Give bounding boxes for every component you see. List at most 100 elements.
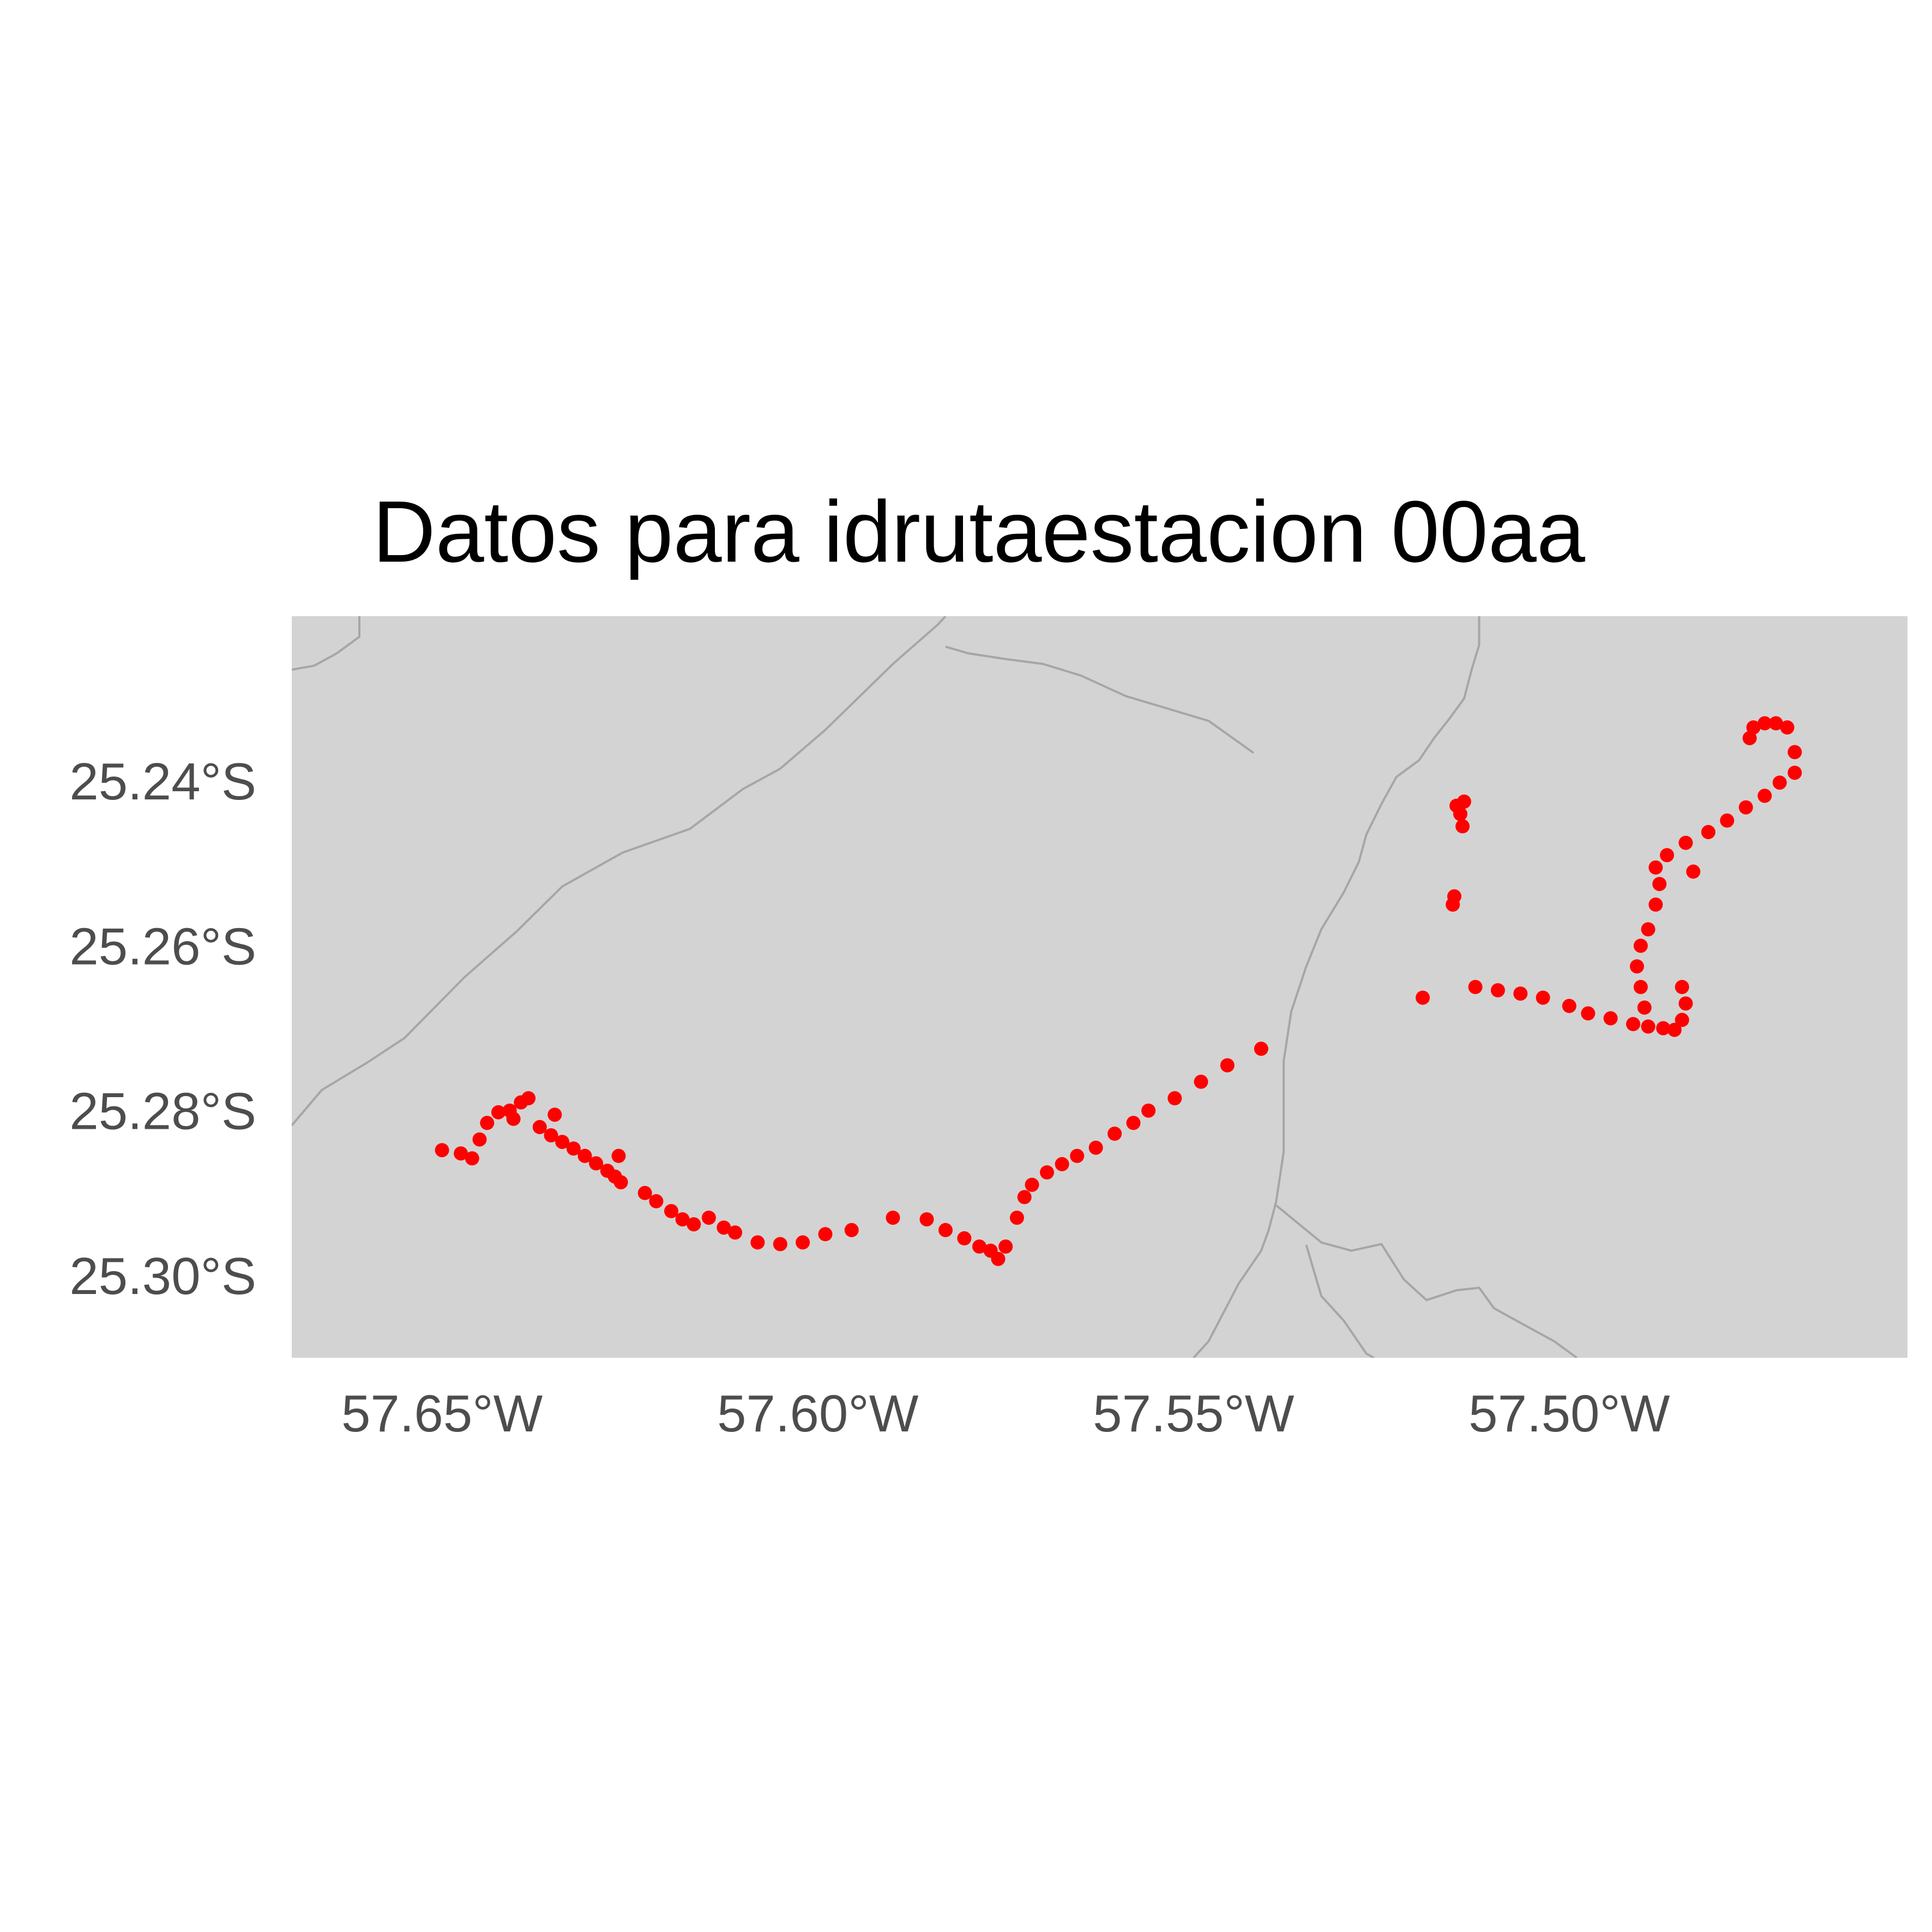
route-point [1746,720,1761,735]
boundary-line [292,616,947,1127]
route-point [1070,1148,1085,1163]
route-point [1787,766,1802,780]
route-point [589,1156,604,1171]
route-point [1490,983,1505,997]
route-point [818,1227,833,1242]
x-axis-tick-labels: 57.65°W 57.60°W 57.55°W 57.50°W [341,1385,1670,1443]
route-point [1656,1021,1671,1036]
route-point [544,1128,558,1142]
route-point [957,1231,972,1245]
route-point [1678,835,1693,850]
route-point [1455,819,1470,834]
route-point [1637,1000,1652,1015]
route-point [1641,922,1656,937]
route-point [480,1116,495,1130]
boundary-line [1193,616,1480,1358]
route-point [1040,1165,1054,1179]
route-point [465,1151,479,1166]
route-point [491,1105,505,1120]
route-point [1562,998,1576,1013]
route-point [1581,1006,1596,1021]
route-point [1633,980,1648,994]
route-point [1141,1103,1156,1118]
route-point [1701,824,1716,839]
route-point [796,1235,810,1250]
boundary-line [945,645,1255,754]
route-point [991,1251,1006,1266]
route-point [998,1239,1013,1254]
route-point [1660,848,1674,863]
route-point [613,1175,628,1190]
route-point [1772,775,1787,790]
y-tick-label: 25.26°S [69,917,256,976]
route-point [521,1091,536,1105]
route-point [1738,800,1753,815]
route-point [1780,720,1795,735]
route-point [1648,860,1663,875]
route-point [844,1223,859,1237]
route-point [938,1223,953,1237]
route-point [547,1108,562,1122]
route-point [1633,938,1648,953]
route-point [1449,798,1464,813]
route-point [506,1111,521,1126]
route-point [1629,959,1644,974]
route-point [1641,1019,1656,1034]
route-point [577,1148,592,1163]
route-point [675,1212,690,1227]
route-point [1720,813,1735,828]
boundary-line [1275,1204,1578,1358]
route-point [664,1204,678,1218]
route-point [1025,1177,1039,1192]
x-tick-label: 57.60°W [717,1385,919,1443]
route-point [532,1120,547,1134]
boundary-lines [292,616,1578,1358]
route-point [1675,980,1689,994]
route-point [773,1237,787,1251]
boundary-line [292,616,360,671]
y-axis-tick-labels: 25.24°S 25.26°S 25.28°S 25.30°S [69,753,256,1305]
route-point [919,1212,934,1227]
route-point [1254,1042,1268,1056]
route-point [1447,889,1461,904]
route-point [472,1132,487,1147]
route-point [1009,1211,1024,1225]
route-point [1603,1011,1618,1026]
y-tick-label: 25.28°S [69,1082,256,1141]
route-point [1055,1157,1069,1171]
route-point [1758,716,1772,731]
route-point [1742,731,1757,745]
route-point [1017,1190,1032,1205]
route-point [1194,1074,1208,1089]
route-point [728,1225,743,1240]
map-panel-background [292,616,1907,1358]
route-point [454,1146,468,1161]
route-point [1678,996,1693,1011]
route-point [435,1143,449,1158]
route-point [1652,877,1667,892]
route-point [687,1217,701,1232]
route-point [717,1220,731,1235]
route-point [1126,1116,1141,1130]
route-point [1686,864,1701,879]
route-point [637,1185,652,1200]
x-tick-label: 57.55°W [1093,1385,1295,1443]
route-point [750,1235,765,1250]
route-point [566,1141,581,1156]
route-point [1787,745,1802,760]
route-point [701,1211,716,1225]
route-point [1536,990,1550,1005]
route-point [1768,716,1783,731]
route-point [1220,1058,1235,1073]
route-point [1167,1091,1182,1105]
route-point [1758,789,1772,803]
route-point [1513,986,1528,1001]
x-tick-label: 57.65°W [341,1385,543,1443]
route-point [1626,1017,1640,1031]
chart-title: Datos para idrutaestacion 00aa [372,483,1585,580]
y-tick-label: 25.30°S [69,1247,256,1305]
route-point [886,1211,900,1225]
route-point [1108,1127,1122,1141]
route-point [1416,990,1430,1005]
